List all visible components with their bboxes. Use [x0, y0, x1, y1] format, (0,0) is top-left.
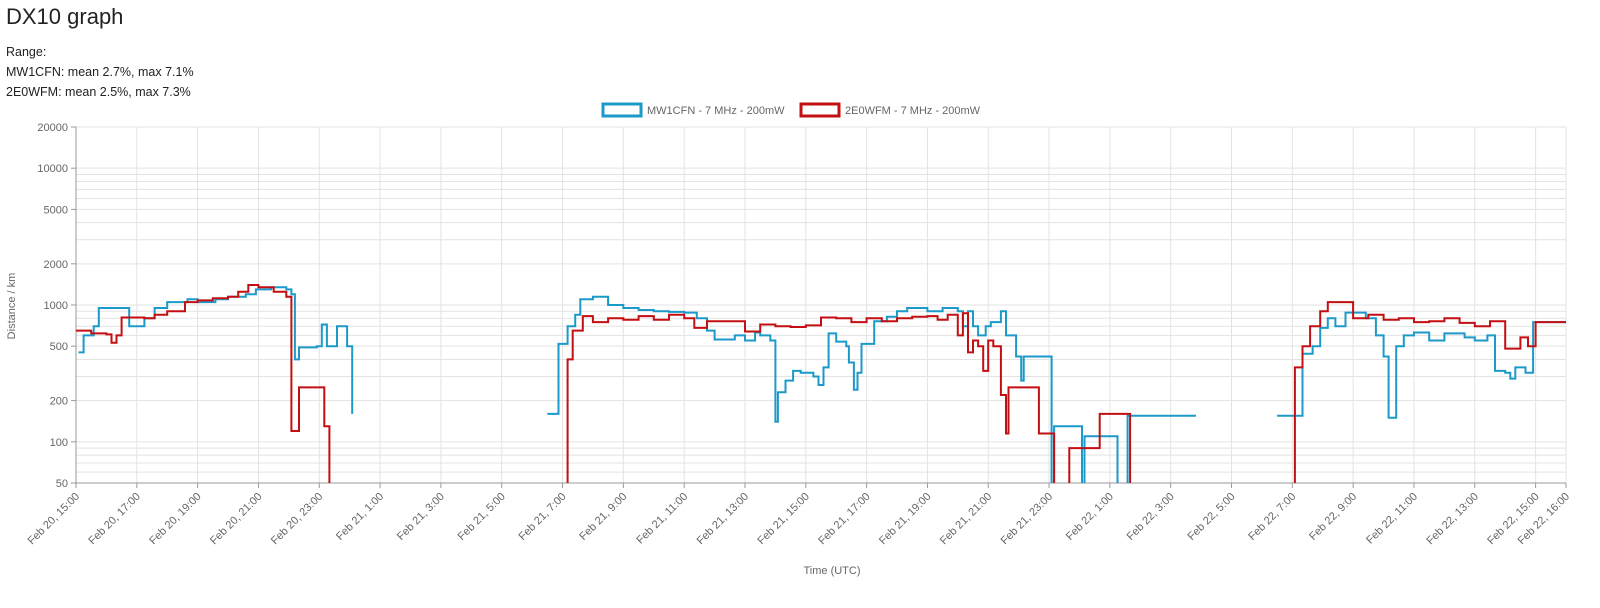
x-axis-title: Time (UTC) [803, 565, 860, 577]
x-tick-label: Feb 22, 5:00 [1185, 491, 1237, 543]
legend-label-2: 2E0WFM - 7 MHz - 200mW [845, 105, 981, 117]
stats-line-mw1cfn: MW1CFN: mean 2.7%, max 7.1% [6, 65, 194, 79]
y-tick-label: 2000 [44, 259, 68, 271]
y-tick-label: 100 [50, 437, 68, 449]
x-tick-label: Feb 21, 23:00 [999, 491, 1055, 547]
x-tick-label: Feb 20, 17:00 [86, 491, 142, 547]
y-tick-label: 20000 [37, 122, 68, 134]
x-tick-label: Feb 21, 3:00 [395, 491, 447, 543]
x-tick-label: Feb 21, 17:00 [816, 491, 872, 547]
series-line-1 [78, 286, 1566, 483]
chart-series [76, 284, 1566, 483]
y-tick-label: 10000 [37, 163, 68, 175]
y-tick-label: 200 [50, 396, 68, 408]
y-tick-label: 5000 [44, 204, 68, 216]
y-tick-label: 500 [50, 341, 68, 353]
distance-chart: 50 100 200 500 1000 2000 5000 10000 20000 Feb 20,… [6, 102, 1572, 577]
x-tick-label: Feb 22, 9:00 [1307, 491, 1359, 543]
x-tick-label: Feb 22, 13:00 [1424, 491, 1480, 547]
x-tick-label: Feb 21, 21:00 [938, 491, 994, 547]
legend-swatch-2 [799, 102, 841, 118]
range-label: Range: [6, 45, 47, 59]
x-tick-label: Feb 20, 15:00 [26, 491, 82, 547]
x-tick-label: Feb 22, 11:00 [1364, 491, 1420, 547]
x-tick-label: Feb 21, 15:00 [755, 491, 811, 547]
x-tick-label: Feb 22, 7:00 [1246, 491, 1298, 543]
x-tick-label: Feb 22, 1:00 [1064, 491, 1116, 543]
x-tick-label: Feb 20, 23:00 [269, 491, 325, 547]
stats-line-2e0wfm: 2E0WFM: mean 2.5%, max 7.3% [6, 85, 191, 99]
y-tick-label: 1000 [44, 300, 68, 312]
x-tick-label: Feb 21, 19:00 [877, 491, 933, 547]
x-tick-label: Feb 21, 13:00 [695, 491, 751, 547]
x-tick-label: Feb 20, 19:00 [147, 491, 203, 547]
series-line-2 [76, 284, 1566, 483]
x-tick-label: Feb 22, 15:00 [1485, 491, 1541, 547]
x-tick-label: Feb 21, 1:00 [334, 491, 386, 543]
x-tick-label: Feb 22, 3:00 [1125, 491, 1177, 543]
y-axis-title: Distance / km [6, 273, 18, 340]
page-title: DX10 graph [6, 4, 124, 29]
x-tick-label: Feb 20, 21:00 [208, 491, 264, 547]
chart-legend[interactable]: MW1CFN - 7 MHz - 200mW 2E0WFM - 7 MHz - 2… [601, 102, 981, 118]
chart-axes: 50 100 200 500 1000 2000 5000 10000 20000 Feb 20,… [26, 122, 1572, 547]
x-tick-label: Feb 21, 5:00 [456, 491, 508, 543]
y-tick-label: 50 [56, 478, 68, 490]
x-tick-label: Feb 21, 9:00 [577, 491, 629, 543]
legend-label-1: MW1CFN - 7 MHz - 200mW [647, 105, 785, 117]
x-tick-label: Feb 21, 11:00 [634, 491, 690, 547]
stats-panel: Range: MW1CFN: mean 2.7%, max 7.1% 2E0WF… [6, 42, 194, 102]
x-tick-label: Feb 21, 7:00 [516, 491, 568, 543]
legend-swatch-1 [601, 102, 643, 118]
